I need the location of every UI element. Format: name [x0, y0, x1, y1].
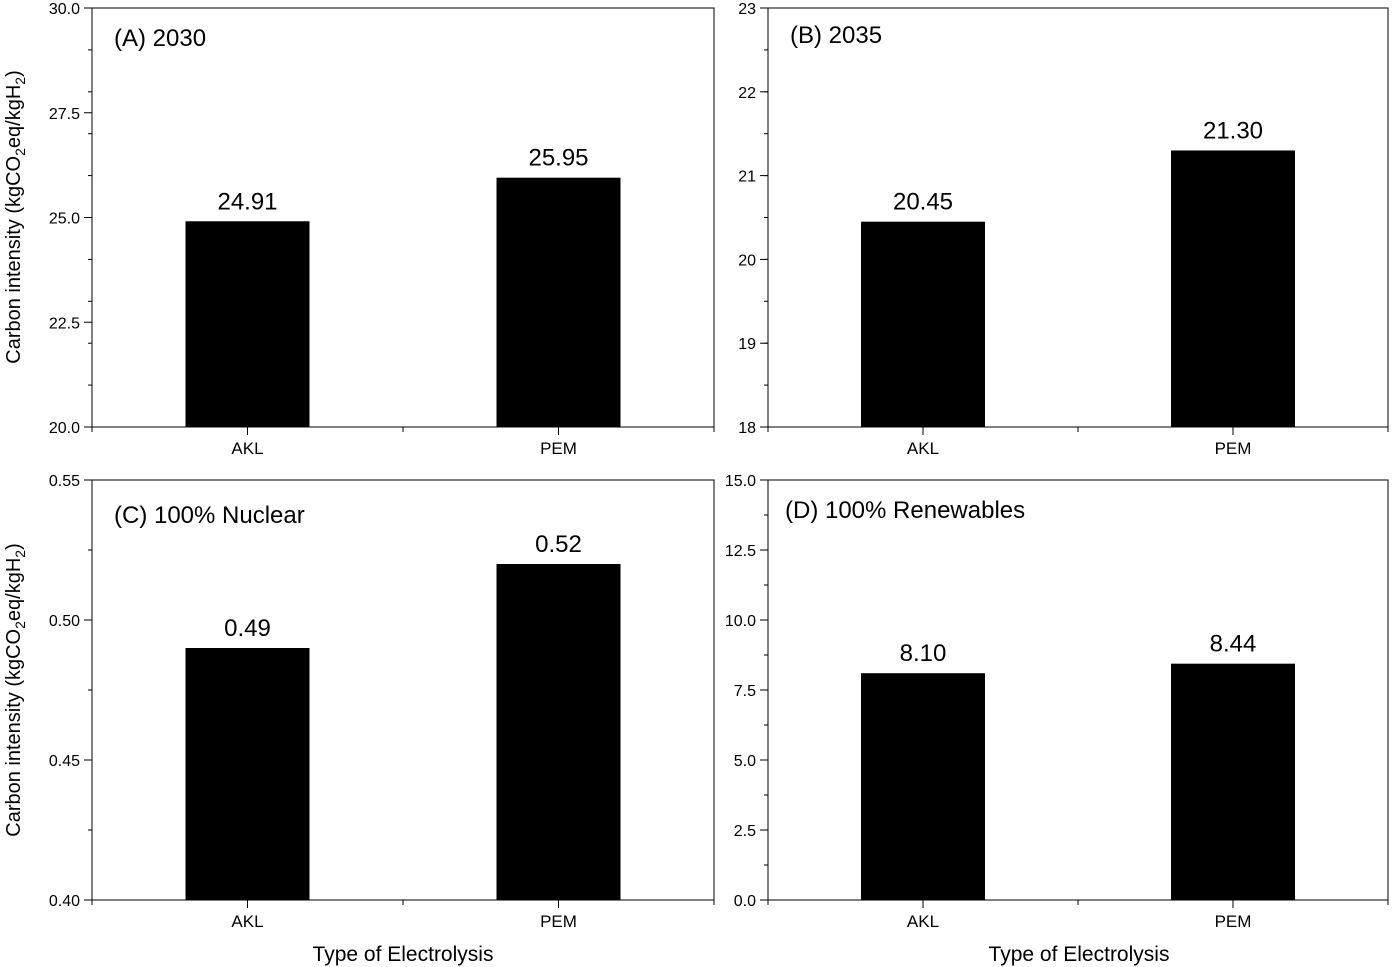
x-tick-label-pem: PEM: [1215, 912, 1252, 931]
bar-pem: [1171, 150, 1295, 427]
y-tick-label: 0.0: [734, 893, 756, 910]
y-tick-label: 0.45: [49, 753, 80, 770]
panel-label: (B) 2035: [790, 22, 882, 49]
data-label-pem: 8.44: [1210, 631, 1257, 658]
bar-pem: [496, 564, 621, 900]
y-tick-label: 10.0: [725, 613, 756, 630]
y-tick-label: 20.0: [49, 420, 80, 437]
x-tick-label-akl: AKL: [907, 912, 939, 931]
y-tick-label: 5.0: [734, 753, 756, 770]
x-tick-label-pem: PEM: [540, 912, 577, 931]
bar-akl: [185, 221, 310, 427]
chart-panel-3: 0.40 0.45 0.50 0.55 (C) 100% Nuclear 0.49 AKL 0…: [49, 473, 715, 931]
bar-akl: [861, 221, 985, 427]
y-tick-label: 27.5: [49, 106, 80, 123]
x-tick-label-pem: PEM: [540, 439, 577, 458]
x-tick-label-akl: AKL: [231, 439, 263, 458]
data-label-pem: 21.30: [1203, 117, 1263, 144]
bar-pem: [1171, 663, 1295, 900]
data-label-pem: 25.95: [528, 145, 588, 172]
chart-panel-1: 20.0 22.5 25.0 27.5 30.0 (A) 2030 24.91 AKL 25.9…: [49, 1, 715, 458]
plot-frame: [91, 479, 715, 901]
y-axis-label-bottom: Carbon intensity (kgCO2eq/kgH2): [3, 543, 28, 837]
y-tick-label: 22: [738, 85, 756, 102]
y-axis-label-top: Carbon intensity (kgCO2eq/kgH2): [3, 70, 28, 364]
data-label-pem: 0.52: [535, 531, 582, 558]
y-tick-label: 0.50: [49, 613, 80, 630]
y-tick-label: 7.5: [734, 683, 756, 700]
chart-panel-2: 18 19 20 21 22 23 (B) 2035 20.45 AKL 21.30 PEM: [738, 1, 1389, 458]
chart-panel-4: 0.0 2.5 5.0 7.5 10.0 12.5 15.0 (D) 100% Renewab…: [725, 473, 1389, 931]
x-axis-label-right: Type of Electrolysis: [989, 943, 1170, 966]
data-label-akl: 8.10: [900, 640, 947, 667]
bar-akl: [185, 648, 310, 900]
x-tick-label-pem: PEM: [1215, 439, 1252, 458]
y-tick-label: 21: [738, 169, 756, 186]
x-tick-label-akl: AKL: [231, 912, 263, 931]
x-tick-label-akl: AKL: [907, 439, 939, 458]
y-tick-label: 20: [738, 252, 756, 269]
data-label-akl: 24.91: [217, 188, 277, 215]
y-tick-label: 19: [738, 336, 756, 353]
x-axis-label-left: Type of Electrolysis: [313, 943, 494, 966]
panel-label: (A) 2030: [114, 25, 206, 52]
y-tick-label: 30.0: [49, 1, 80, 18]
plot-frame: [91, 7, 715, 428]
y-tick-label: 25.0: [49, 211, 80, 228]
y-tick-label: 15.0: [725, 473, 756, 490]
panel-label: (C) 100% Nuclear: [114, 502, 305, 529]
panel-label: (D) 100% Renewables: [785, 497, 1025, 524]
y-tick-label: 23: [738, 1, 756, 18]
bar-akl: [861, 673, 985, 900]
y-tick-label: 22.5: [49, 315, 80, 332]
y-tick-label: 0.40: [49, 893, 80, 910]
y-tick-label: 18: [738, 420, 756, 437]
data-label-akl: 20.45: [893, 189, 953, 216]
bar-pem: [496, 177, 621, 427]
y-tick-label: 0.55: [49, 473, 80, 490]
y-tick-label: 12.5: [725, 543, 756, 560]
data-label-akl: 0.49: [224, 615, 271, 642]
y-tick-label: 2.5: [734, 823, 756, 840]
